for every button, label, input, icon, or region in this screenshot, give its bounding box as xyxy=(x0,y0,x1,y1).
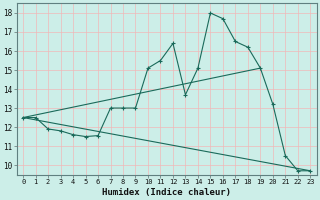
X-axis label: Humidex (Indice chaleur): Humidex (Indice chaleur) xyxy=(102,188,231,197)
